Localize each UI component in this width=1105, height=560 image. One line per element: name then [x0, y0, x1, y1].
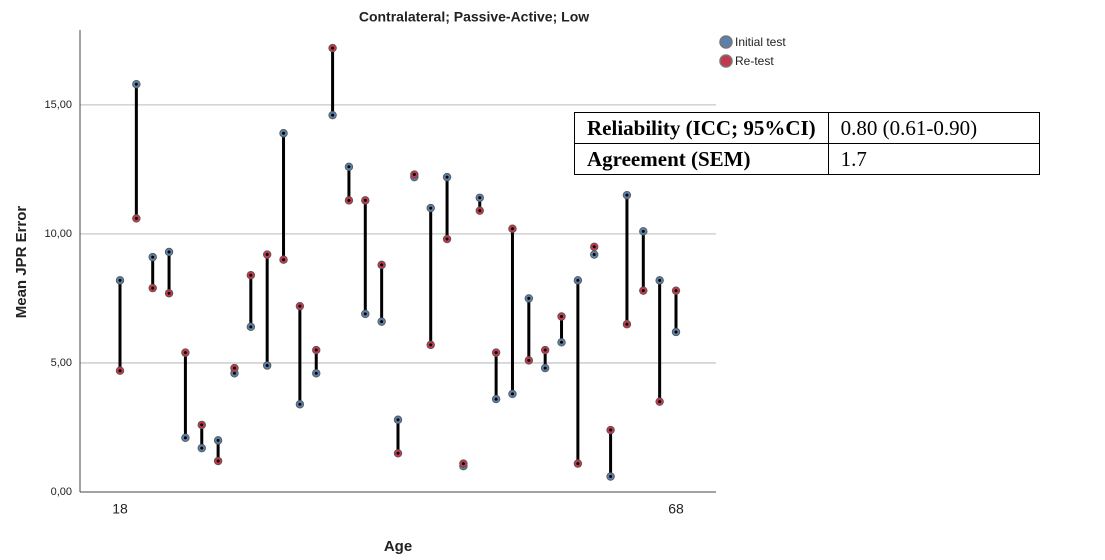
point-center: [134, 216, 138, 220]
point-center: [118, 278, 122, 282]
point-center: [200, 446, 204, 450]
chart-title: Contralateral; Passive-Active; Low: [359, 9, 589, 25]
point-center: [576, 462, 580, 466]
table-cell: Agreement (SEM): [574, 143, 829, 175]
x-tick-label: 18: [112, 501, 128, 517]
y-tick-label: 10,00: [44, 228, 72, 240]
point-center: [609, 428, 613, 432]
point-center: [429, 206, 433, 210]
point-center: [183, 351, 187, 355]
stats-table: Reliability (ICC; 95%CI) 0.80 (0.61-0.90)…: [574, 112, 1040, 175]
point-center: [265, 364, 269, 368]
x-axis-title: Age: [384, 538, 412, 555]
legend-swatch: [719, 54, 733, 68]
point-center: [543, 348, 547, 352]
point-center: [592, 253, 596, 257]
point-center: [134, 82, 138, 86]
point-center: [331, 113, 335, 117]
x-tick-label: 68: [668, 501, 684, 517]
point-center: [380, 320, 384, 324]
legend-label: Initial test: [735, 35, 786, 49]
legend-swatch: [719, 35, 733, 49]
y-tick-label: 5,00: [51, 357, 72, 369]
point-center: [543, 366, 547, 370]
y-tick-label: 15,00: [44, 99, 72, 111]
point-center: [216, 438, 220, 442]
point-center: [298, 402, 302, 406]
point-center: [298, 304, 302, 308]
y-tick-label: 0,00: [51, 486, 72, 498]
point-center: [641, 229, 645, 233]
point-center: [183, 436, 187, 440]
point-center: [429, 343, 433, 347]
point-center: [167, 291, 171, 295]
point-center: [510, 227, 514, 231]
point-center: [494, 351, 498, 355]
point-center: [560, 340, 564, 344]
point-center: [625, 322, 629, 326]
point-center: [282, 258, 286, 262]
y-axis-title: Mean JPR Error: [13, 206, 30, 319]
point-center: [118, 369, 122, 373]
point-center: [527, 358, 531, 362]
point-center: [347, 165, 351, 169]
point-center: [167, 250, 171, 254]
point-center: [560, 314, 564, 318]
point-center: [625, 193, 629, 197]
point-center: [396, 418, 400, 422]
point-center: [527, 296, 531, 300]
point-center: [641, 289, 645, 293]
point-center: [216, 459, 220, 463]
point-center: [151, 255, 155, 259]
legend-label: Re-test: [735, 54, 774, 68]
point-center: [674, 289, 678, 293]
point-center: [658, 400, 662, 404]
point-center: [658, 278, 662, 282]
point-center: [314, 371, 318, 375]
point-center: [461, 462, 465, 466]
point-center: [249, 325, 253, 329]
point-center: [445, 237, 449, 241]
point-center: [478, 209, 482, 213]
point-center: [576, 278, 580, 282]
point-center: [363, 312, 367, 316]
point-center: [494, 397, 498, 401]
point-center: [265, 253, 269, 257]
table-cell: 0.80 (0.61-0.90): [827, 112, 1040, 144]
point-center: [592, 245, 596, 249]
point-center: [445, 175, 449, 179]
point-center: [151, 286, 155, 290]
point-center: [232, 371, 236, 375]
table-row: Agreement (SEM) 1.7: [574, 143, 1040, 175]
table-row: Reliability (ICC; 95%CI) 0.80 (0.61-0.90): [574, 112, 1040, 144]
point-center: [363, 198, 367, 202]
point-center: [510, 392, 514, 396]
point-center: [674, 330, 678, 334]
point-center: [314, 348, 318, 352]
point-center: [200, 423, 204, 427]
point-center: [609, 475, 613, 479]
point-center: [282, 131, 286, 135]
point-center: [380, 263, 384, 267]
table-cell: Reliability (ICC; 95%CI): [574, 112, 829, 144]
point-center: [331, 46, 335, 50]
point-center: [412, 173, 416, 177]
point-center: [478, 196, 482, 200]
table-cell: 1.7: [827, 143, 1040, 175]
point-center: [232, 366, 236, 370]
point-center: [396, 451, 400, 455]
point-center: [347, 198, 351, 202]
point-center: [249, 273, 253, 277]
